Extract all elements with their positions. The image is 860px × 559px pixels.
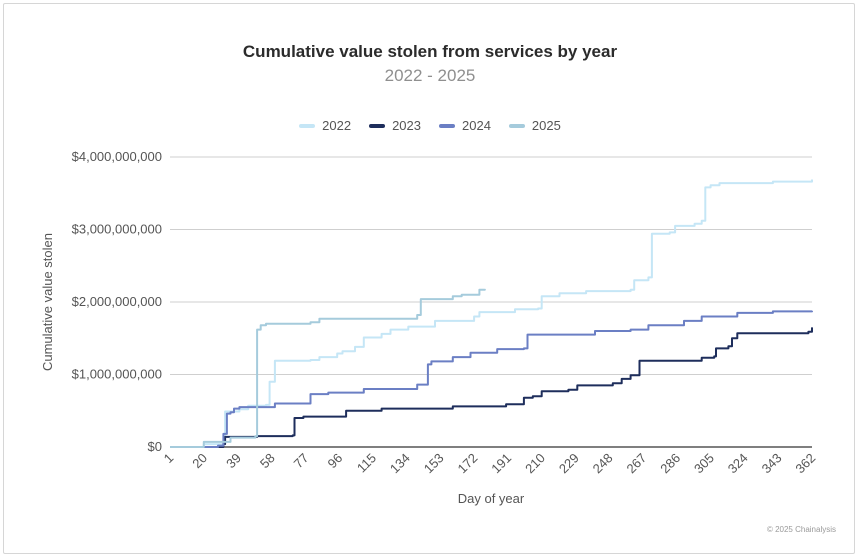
legend-item-2024[interactable]: 2024 (439, 118, 491, 133)
copyright-footer: © 2025 Chainalysis (766, 525, 836, 534)
x-tick-label: 1 (161, 450, 177, 466)
legend-swatch-2025 (508, 123, 525, 128)
legend-item-2022[interactable]: 2022 (299, 118, 351, 133)
series-line-2024 (170, 310, 813, 448)
x-tick-label: 191 (488, 450, 514, 476)
series-line-2022 (170, 179, 813, 448)
x-tick-label: 39 (223, 450, 244, 471)
x-tick-label: 286 (657, 450, 683, 476)
x-tick-label: 172 (455, 450, 481, 476)
x-tick-label: 267 (623, 450, 649, 476)
x-tick-label: 343 (759, 450, 785, 476)
y-axis-title: Cumulative value stolen (40, 233, 55, 371)
x-tick-label: 305 (691, 450, 717, 476)
chart-subtitle: 2022 - 2025 (384, 66, 476, 85)
y-tick-label: $0 (148, 439, 162, 454)
x-tick-label: 96 (324, 450, 345, 471)
legend-label-2025: 2025 (531, 118, 561, 133)
x-axis-title: Day of year (458, 491, 525, 506)
y-tick-label: $3,000,000,000 (72, 222, 162, 237)
y-tick-label: $1,000,000,000 (72, 367, 162, 382)
x-tick-label: 115 (354, 450, 379, 475)
x-tick-label: 20 (189, 450, 210, 471)
x-tick-label: 153 (421, 450, 447, 476)
x-tick-label: 229 (556, 450, 582, 476)
series-line-2025 (170, 288, 486, 448)
x-tick-label: 248 (590, 450, 616, 476)
legend-swatch-2022 (299, 123, 316, 128)
x-tick-label: 210 (522, 450, 548, 476)
x-tick-label: 134 (387, 450, 413, 476)
x-tick-label: 324 (725, 450, 751, 476)
legend-swatch-2024 (439, 123, 455, 128)
y-tick-label: $4,000,000,000 (72, 149, 162, 164)
legend-label-2022: 2022 (322, 118, 352, 133)
x-tick-label: 58 (257, 450, 278, 471)
legend-label-2024: 2024 (462, 118, 491, 133)
x-tick-label: 362 (792, 450, 818, 476)
legend-item-2025[interactable]: 2025 (508, 118, 561, 133)
legend-item-2023[interactable]: 2023 (369, 118, 421, 133)
y-tick-label: $2,000,000,000 (72, 294, 162, 309)
legend-swatch-2023 (369, 123, 386, 128)
legend-label-2023: 2023 (392, 118, 421, 133)
chart-legend: 2022 2023 2024 2025 (0, 118, 860, 133)
x-tick-label: 77 (291, 450, 312, 471)
chart-title: Cumulative value stolen from services by… (242, 42, 618, 61)
chart-frame (3, 3, 855, 554)
series-line-2023 (170, 327, 813, 448)
